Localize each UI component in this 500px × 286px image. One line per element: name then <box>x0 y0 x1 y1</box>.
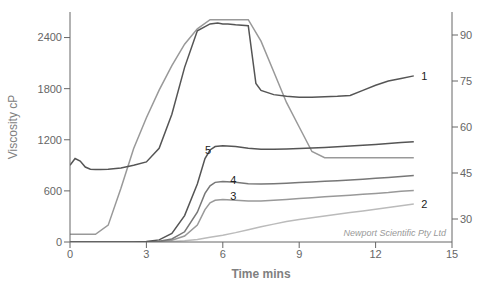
svg-text:6: 6 <box>220 248 226 260</box>
svg-text:Viscosity cP: Viscosity cP <box>6 95 20 159</box>
svg-text:Time mins: Time mins <box>231 267 290 281</box>
svg-text:3: 3 <box>143 248 149 260</box>
svg-text:5: 5 <box>205 144 211 156</box>
svg-text:45: 45 <box>460 167 472 179</box>
svg-text:2: 2 <box>421 198 427 210</box>
svg-text:0: 0 <box>67 248 73 260</box>
svg-text:600: 600 <box>44 185 62 197</box>
svg-text:2400: 2400 <box>38 31 62 43</box>
svg-text:15: 15 <box>446 248 458 260</box>
svg-text:4: 4 <box>230 174 236 186</box>
svg-text:1: 1 <box>421 70 427 82</box>
svg-text:1200: 1200 <box>38 134 62 146</box>
svg-text:0: 0 <box>56 236 62 248</box>
svg-text:30: 30 <box>460 213 472 225</box>
svg-text:9: 9 <box>296 248 302 260</box>
svg-text:60: 60 <box>460 121 472 133</box>
html-text:Newport Scientific Pty Ltd: Newport Scientific Pty Ltd <box>343 228 446 238</box>
svg-text:90: 90 <box>460 29 472 41</box>
svg-text:1800: 1800 <box>38 83 62 95</box>
svg-text:75: 75 <box>460 75 472 87</box>
svg-text:12: 12 <box>369 248 381 260</box>
svg-text:3: 3 <box>230 190 236 202</box>
